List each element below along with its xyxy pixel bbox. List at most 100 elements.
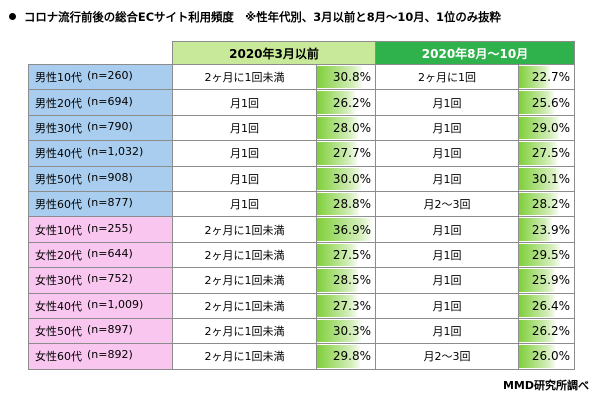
percent-label: 29.8% — [332, 349, 371, 364]
percent-label: 30.8% — [332, 70, 371, 85]
table-row: 男性50代 (n=908) 月1回 30.0% 月1回 30.1% — [28, 165, 575, 192]
percent-cell: 28.2% — [518, 190, 575, 218]
sample-size: (n=897) — [87, 323, 133, 337]
group-name: 男性60代 — [35, 198, 82, 212]
percent-bar — [317, 218, 371, 241]
percent-cell: 29.5% — [518, 241, 575, 269]
percent-bar — [317, 167, 361, 190]
percent-label: 27.5% — [332, 247, 371, 262]
sample-size: (n=694) — [87, 94, 133, 108]
group-name: 女性50代 — [35, 325, 82, 339]
table-row: 男性60代 (n=877) 月1回 28.8% 月2～3回 28.2% — [28, 190, 575, 218]
percent-bar — [519, 243, 560, 267]
percent-label: 26.4% — [531, 298, 570, 313]
percent-cell: 30.3% — [316, 317, 376, 345]
source-note: MMD研究所調べ — [502, 379, 589, 392]
percent-bar — [519, 345, 555, 368]
percent-cell: 30.1% — [518, 165, 575, 192]
percent-bar — [317, 91, 355, 114]
group-label: 男性10代 (n=260) — [28, 63, 173, 91]
table-row: 男性20代 (n=694) 月1回 26.2% 月1回 25.6% — [28, 89, 575, 116]
frequency-cell: 月1回 — [375, 89, 519, 116]
chart-title-text: コロナ流行前後の総合ECサイト利用頻度 ※性年代別、3月以前と8月～10月、1位… — [24, 10, 501, 24]
frequency-cell: 月1回 — [375, 114, 519, 142]
percent-bar — [317, 116, 358, 140]
percent-label: 30.0% — [332, 171, 371, 186]
table-row: 女性50代 (n=897) 2ヶ月に1回未満 30.3% 月1回 26.2% — [28, 317, 575, 345]
percent-label: 25.6% — [531, 95, 570, 110]
table-row: 男性30代 (n=790) 月1回 28.0% 月1回 29.0% — [28, 114, 575, 142]
group-label: 男性40代 (n=1,032) — [28, 140, 173, 167]
sample-size: (n=790) — [87, 119, 133, 133]
frequency-cell: 月1回 — [375, 241, 519, 269]
percent-cell: 28.0% — [316, 114, 376, 142]
sample-size: (n=892) — [87, 348, 133, 362]
frequency-cell: 2ヶ月に1回 — [375, 63, 519, 91]
sample-size: (n=877) — [87, 196, 133, 210]
percent-cell: 26.4% — [518, 292, 575, 319]
frequency-cell: 月1回 — [375, 140, 519, 167]
table-row: 女性60代 (n=892) 2ヶ月に1回未満 29.8% 月2～3回 26.0% — [28, 343, 575, 370]
bullet-icon — [9, 13, 16, 20]
frequency-cell: 月1回 — [172, 89, 317, 116]
group-name: 女性30代 — [35, 274, 82, 288]
frequency-cell: 月1回 — [172, 140, 317, 167]
table-header-row: 2020年3月以前 2020年8月～10月 — [29, 41, 575, 65]
percent-cell: 27.3% — [316, 292, 376, 319]
frequency-cell: 月1回 — [375, 292, 519, 319]
frequency-cell: 2ヶ月に1回未満 — [172, 343, 317, 370]
percent-label: 26.2% — [531, 324, 570, 339]
frequency-cell: 月1回 — [172, 114, 317, 142]
group-name: 女性60代 — [35, 350, 82, 364]
percent-label: 30.3% — [332, 324, 371, 339]
percent-bar — [519, 319, 556, 343]
percent-label: 22.7% — [531, 70, 570, 85]
percent-label: 28.8% — [332, 197, 371, 212]
sample-size: (n=644) — [87, 246, 133, 260]
group-label: 男性30代 (n=790) — [28, 114, 173, 142]
percent-bar — [317, 243, 357, 267]
frequency-cell: 2ヶ月に1回未満 — [172, 241, 317, 269]
group-label: 男性60代 (n=877) — [28, 190, 173, 218]
group-name: 男性30代 — [35, 121, 82, 135]
frequency-cell: 月1回 — [375, 165, 519, 192]
group-name: 女性40代 — [35, 299, 82, 313]
frequency-cell: 月1回 — [172, 190, 317, 218]
percent-bar — [317, 66, 362, 89]
percent-cell: 27.5% — [316, 241, 376, 269]
percent-cell: 26.2% — [316, 89, 376, 116]
group-label: 男性20代 (n=694) — [28, 89, 173, 116]
table-row: 女性40代 (n=1,009) 2ヶ月に1回未満 27.3% 月1回 26.4% — [28, 292, 575, 319]
percent-cell: 25.6% — [518, 89, 575, 116]
percent-bar — [519, 269, 555, 292]
frequency-cell: 2ヶ月に1回未満 — [172, 63, 317, 91]
frequency-cell: 2ヶ月に1回未満 — [172, 292, 317, 319]
percent-label: 30.1% — [531, 171, 570, 186]
percent-bar — [317, 319, 361, 343]
frequency-cell: 月2～3回 — [375, 190, 519, 218]
percent-cell: 23.9% — [518, 216, 575, 243]
frequency-table: 2020年3月以前 2020年8月～10月 男性10代 (n=260) 2ヶ月に1回… — [28, 41, 575, 370]
percent-label: 27.7% — [332, 146, 371, 161]
table-row: 男性40代 (n=1,032) 月1回 27.7% 月1回 27.5% — [28, 140, 575, 167]
percent-label: 27.3% — [332, 298, 371, 313]
group-name: 男性40代 — [35, 147, 82, 161]
group-name: 女性10代 — [35, 223, 82, 237]
percent-bar — [317, 142, 358, 165]
sample-size: (n=255) — [87, 221, 133, 235]
percent-label: 23.9% — [531, 222, 570, 237]
percent-cell: 30.0% — [316, 165, 376, 192]
sample-size: (n=1,032) — [87, 145, 144, 159]
percent-cell: 29.8% — [316, 343, 376, 370]
group-label: 男性50代 (n=908) — [28, 165, 173, 192]
frequency-cell: 2ヶ月に1回未満 — [172, 267, 317, 294]
percent-cell: 28.8% — [316, 190, 376, 218]
percent-label: 26.0% — [531, 349, 570, 364]
percent-bar — [519, 192, 558, 216]
percent-label: 25.9% — [531, 273, 570, 288]
group-name: 女性20代 — [35, 248, 82, 262]
percent-cell: 26.0% — [518, 343, 575, 370]
sample-size: (n=260) — [87, 69, 133, 83]
frequency-cell: 月1回 — [375, 317, 519, 345]
percent-bar — [519, 167, 561, 190]
